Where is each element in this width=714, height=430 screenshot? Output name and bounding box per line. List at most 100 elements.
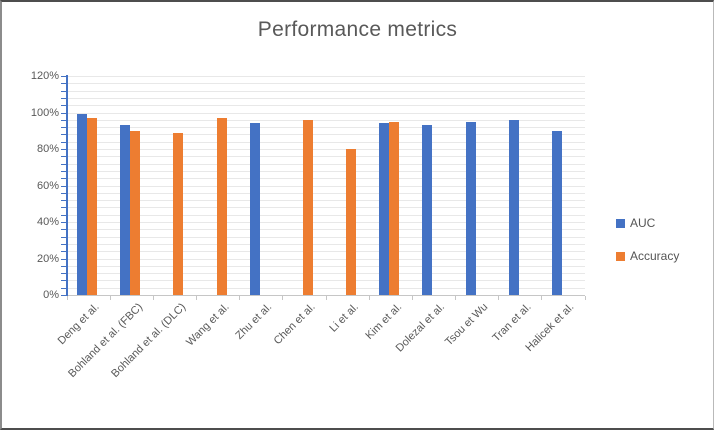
gridline <box>67 149 585 150</box>
gridline <box>67 207 585 209</box>
gridline <box>67 178 585 180</box>
x-axis-line <box>67 295 585 296</box>
y-axis-tick <box>61 251 66 253</box>
gridline <box>67 236 585 238</box>
gridline <box>67 287 585 289</box>
y-axis-label: 100% <box>30 106 59 119</box>
y-axis-tick <box>61 170 66 172</box>
y-axis-label: 120% <box>30 70 59 82</box>
gridline <box>67 163 585 165</box>
x-axis-tick <box>239 296 241 300</box>
gridline <box>67 243 585 245</box>
y-axis-tick <box>61 178 66 180</box>
bar-accuracy-5 <box>302 119 313 295</box>
gridline <box>67 112 585 114</box>
y-axis-label: 60% <box>36 179 59 192</box>
x-axis-label: Kim et al. <box>363 301 405 342</box>
y-axis-tick <box>61 105 66 107</box>
gridline <box>67 83 585 85</box>
x-axis-label: Zhu et al. <box>233 301 275 342</box>
gridline <box>67 200 585 202</box>
x-axis-label: Tran et al. <box>490 301 534 345</box>
y-axis-tick <box>61 134 66 136</box>
bar-accuracy-1 <box>130 130 141 295</box>
y-axis-tick <box>61 214 66 216</box>
y-axis-tick <box>61 97 66 99</box>
bar-auc-7 <box>379 123 390 295</box>
x-axis-tick <box>282 296 284 300</box>
gridline <box>67 170 585 172</box>
legend-item-accuracy: Accuracy <box>616 248 679 264</box>
y-axis-tick <box>61 258 66 260</box>
x-axis-tick <box>411 296 413 300</box>
y-axis-tick <box>61 76 66 77</box>
x-axis-label: Tsou et Wu <box>443 301 491 349</box>
gridline <box>67 222 585 223</box>
bar-auc-10 <box>508 119 519 295</box>
y-axis-tick <box>61 207 66 209</box>
y-axis-tick <box>61 273 66 275</box>
y-axis-tick <box>61 192 66 194</box>
x-axis-label: Wang et al. <box>184 301 232 349</box>
gridline <box>67 156 585 158</box>
y-axis-tick <box>61 83 66 85</box>
legend-swatch-auc-icon <box>616 218 625 228</box>
gridline <box>67 119 585 121</box>
y-axis-label: 0% <box>43 289 59 301</box>
y-axis-label: 20% <box>36 252 59 265</box>
gridline <box>67 192 585 194</box>
gridline <box>67 134 585 136</box>
y-axis-tick <box>61 127 66 129</box>
x-axis-tick <box>368 296 370 300</box>
y-axis-tick <box>61 149 66 150</box>
legend-label: Accuracy <box>630 249 680 263</box>
bar-auc-4 <box>249 123 260 295</box>
x-axis-tick <box>498 296 500 300</box>
x-axis-label: Deng et al. <box>55 301 103 348</box>
x-axis-label: Bohland et al. (DLC) <box>109 301 189 380</box>
legend-item-auc: AUC <box>616 215 679 231</box>
y-axis-tick <box>61 287 66 289</box>
y-axis-tick <box>61 112 66 114</box>
gridline <box>67 76 585 77</box>
legend-label: AUC <box>630 216 656 230</box>
x-axis-label: Bohland et al. (FBC) <box>66 301 146 380</box>
plot-area <box>61 75 586 300</box>
y-axis-tick <box>61 156 66 158</box>
y-axis-label: 80% <box>36 143 59 155</box>
x-axis-tick <box>455 296 456 300</box>
gridline <box>67 280 585 282</box>
x-axis-label: Chen et al. <box>271 301 318 348</box>
x-axis-tick <box>541 296 543 300</box>
y-axis-tick <box>61 200 66 202</box>
x-axis-tick <box>109 296 111 300</box>
bar-accuracy-7 <box>389 121 400 295</box>
gridline <box>67 97 585 99</box>
y-axis-tick <box>61 243 66 245</box>
x-axis-tick <box>196 296 197 300</box>
bar-accuracy-0 <box>87 118 98 295</box>
y-axis-tick <box>61 280 66 282</box>
chart-title: Performance metrics <box>257 18 458 41</box>
y-axis-line <box>66 75 68 296</box>
x-axis-tick <box>584 296 586 300</box>
gridline <box>67 265 585 267</box>
gridline <box>67 251 585 253</box>
x-axis-tick <box>152 296 154 300</box>
y-axis-tick <box>61 90 66 92</box>
legend-swatch-accuracy-icon <box>616 251 625 261</box>
y-axis-tick <box>61 141 66 143</box>
gridline <box>67 229 585 231</box>
x-axis-tick <box>66 296 68 300</box>
gridline <box>67 105 585 107</box>
gridline <box>67 185 585 187</box>
gridline <box>67 141 585 143</box>
y-axis-tick <box>61 119 66 121</box>
gridline <box>67 214 585 216</box>
bar-accuracy-2 <box>173 132 184 295</box>
bar-auc-11 <box>551 130 562 295</box>
gridline <box>67 90 585 92</box>
bar-auc-8 <box>422 125 433 295</box>
y-axis-tick <box>61 236 66 238</box>
y-axis-label: 40% <box>36 216 59 228</box>
